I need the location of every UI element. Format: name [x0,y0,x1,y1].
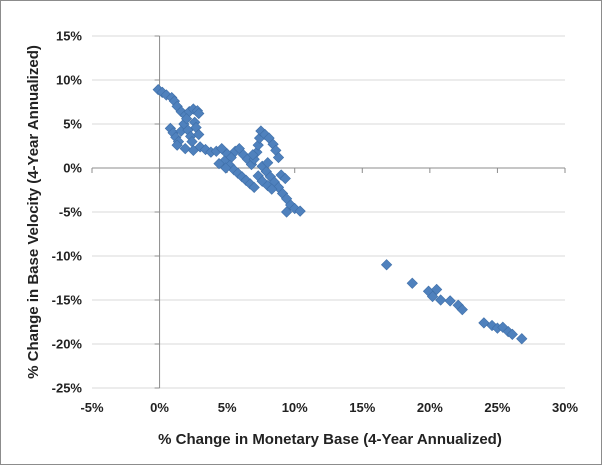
x-tick-label: 25% [484,400,510,415]
y-tick-label: -5% [59,205,83,220]
data-point [252,139,264,151]
data-point [179,143,191,155]
data-point [247,149,259,161]
x-tick-label: 15% [349,400,375,415]
y-tick-label: 15% [56,29,82,44]
data-point [248,181,260,193]
y-tick-label: -25% [52,381,83,396]
y-tick-label: -20% [52,337,83,352]
data-point [456,304,468,316]
data-point [435,294,447,306]
y-axis-title: % Change in Base Velocity (4-Year Annual… [25,45,42,379]
data-point [213,157,225,170]
y-tick-label: 0% [63,161,82,176]
data-point [262,157,274,169]
x-tick-label: 10% [282,400,308,415]
data-points [152,84,528,345]
tick-labels: 15% 10% 5% 0% -5% -10% -15% -20% -25% -5% 0% 5% 10% 1… [52,29,579,416]
x-axis-title: % Change in Monetary Base (4-Year Annual… [158,431,502,448]
data-point [171,139,183,151]
data-point [294,205,306,217]
x-tick-label: -5% [80,400,104,415]
x-tick-label: 20% [417,400,443,415]
y-tick-label: 10% [56,73,82,88]
y-tick-label: 5% [63,117,82,132]
data-point [266,183,278,195]
x-tick-label: 30% [552,400,578,415]
data-point [279,172,291,185]
data-point [232,167,244,179]
data-point [193,128,205,141]
data-point [180,113,193,125]
data-point [516,333,528,345]
x-tick-label: 5% [218,400,237,415]
data-point [506,328,518,340]
data-point [380,259,393,271]
data-point [220,162,232,174]
y-tick-label: -10% [52,249,83,264]
data-point [444,295,456,307]
data-point [280,206,293,218]
gridlines [92,35,565,389]
data-point [426,290,439,303]
data-point [272,151,285,164]
data-point [259,128,271,141]
data-point [430,283,443,296]
y-tick-label: -15% [52,293,83,308]
x-tick-label: 0% [150,400,169,415]
data-point [193,107,205,120]
data-point [406,277,418,289]
